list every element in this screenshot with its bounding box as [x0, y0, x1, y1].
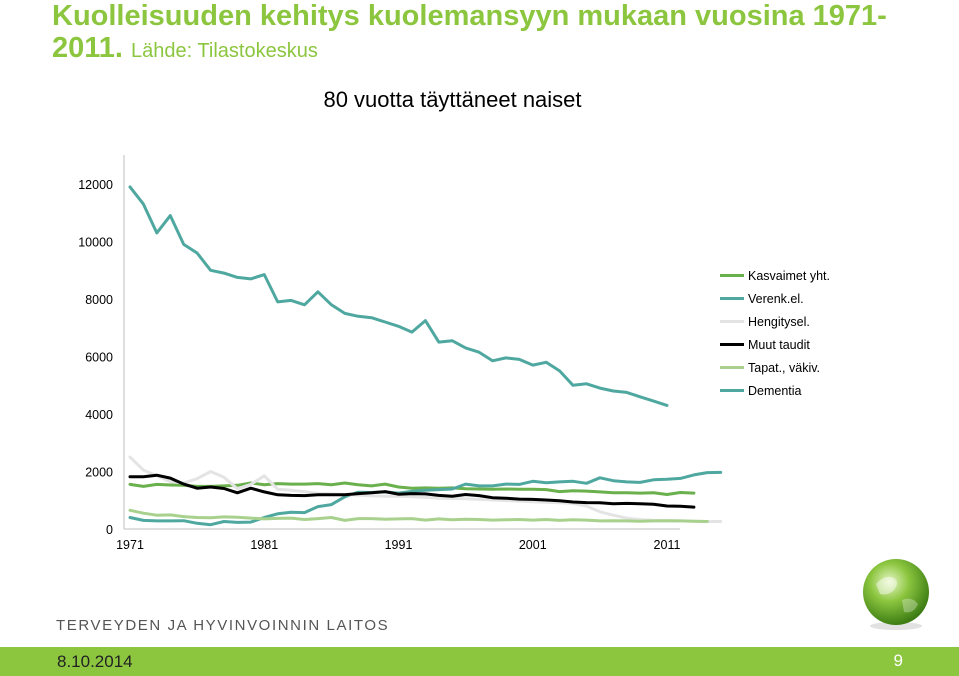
x-tick-label: 2011: [654, 538, 681, 552]
x-tick-label: 1991: [385, 538, 413, 552]
series-line-4: [128, 508, 709, 523]
organization-name: TERVEYDEN JA HYVINVOINNIN LAITOS: [56, 617, 390, 634]
legend-swatch: [720, 366, 744, 369]
series-lines: [128, 185, 723, 527]
legend-label: Kasvaimet yht.: [748, 269, 830, 283]
legend-label: Dementia: [748, 384, 802, 398]
y-tick-label: 4000: [85, 408, 113, 422]
chart-axes: [123, 155, 680, 530]
slide-title-source: Lähde: Tilastokeskus: [131, 40, 318, 62]
y-tick-label: 12000: [78, 178, 113, 192]
legend-label: Tapat., väkiv.: [748, 361, 821, 375]
y-tick-label: 0: [106, 523, 113, 537]
x-tick-label: 1971: [116, 538, 144, 552]
series-line-3: [128, 473, 696, 509]
legend-label: Verenk.el.: [748, 292, 804, 306]
legend-swatch: [720, 389, 744, 392]
series-line-0: [128, 481, 696, 496]
footer-bar: 8.10.2014 9: [0, 647, 959, 676]
slide-title: Kuolleisuuden kehitys kuolemansyyn mukaa…: [52, 0, 952, 67]
legend-swatch: [720, 320, 744, 323]
slide-title-main: Kuolleisuuden kehitys kuolemansyyn mukaa…: [52, 0, 887, 64]
globe-logo: [863, 559, 929, 630]
series-line-5: [128, 185, 669, 407]
legend-swatch: [720, 274, 744, 277]
tick-labels: 0 2000 4000 6000 8000 10000 12000 1971 1981 1991 2…: [78, 178, 680, 552]
legend-label: Muut taudit: [748, 338, 810, 352]
legend-swatch: [720, 343, 744, 346]
chart-title: 80 vuotta täyttäneet naiset: [323, 87, 582, 112]
y-tick-label: 6000: [85, 351, 113, 365]
y-tick-label: 2000: [85, 466, 113, 480]
legend-swatch: [720, 297, 744, 300]
y-tick-label: 8000: [85, 293, 113, 307]
x-tick-label: 1981: [250, 538, 278, 552]
series-line-2: [128, 455, 723, 523]
line-chart: 0 2000 4000 6000 8000 10000 12000 1971 1981 1991 2…: [78, 155, 723, 552]
footer-date: 8.10.2014: [57, 652, 133, 671]
series-line-1: [128, 470, 723, 527]
x-tick-label: 2001: [519, 538, 547, 552]
page-number: 9: [893, 651, 903, 670]
y-tick-label: 10000: [78, 236, 113, 250]
legend-label: Hengitysel.: [748, 315, 810, 329]
